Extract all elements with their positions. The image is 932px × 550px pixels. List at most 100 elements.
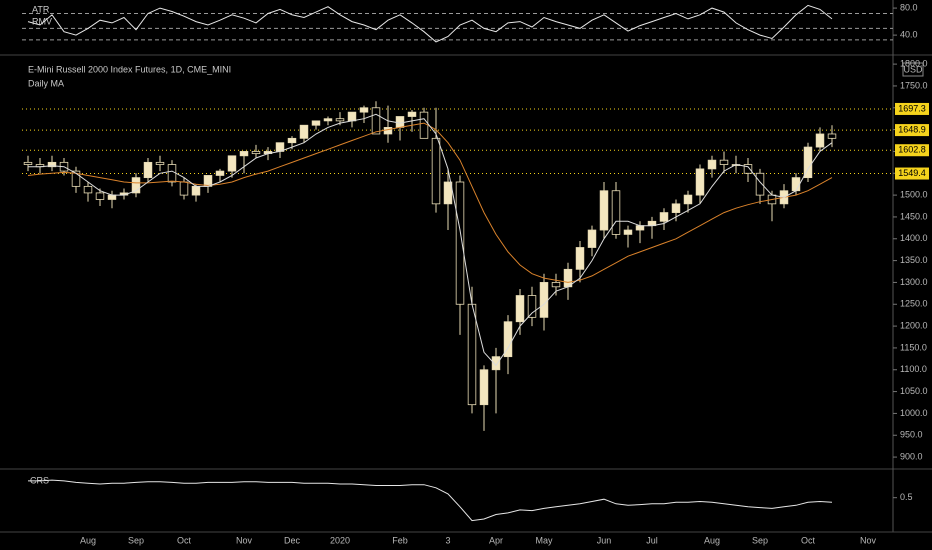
candle-body xyxy=(479,369,489,406)
y-tick-label: 1200.0 xyxy=(900,320,928,330)
x-tick-label: 3 xyxy=(445,535,450,545)
candle-body xyxy=(755,172,765,196)
candle-body xyxy=(155,161,165,165)
price-tag xyxy=(895,167,929,180)
candle-body xyxy=(239,151,249,157)
candle-body xyxy=(491,356,501,371)
candle-body xyxy=(23,161,33,165)
candle-body xyxy=(455,181,465,305)
candle-body xyxy=(659,212,669,222)
candle-body xyxy=(47,161,57,168)
x-tick-label: Dec xyxy=(284,535,301,545)
candle-body xyxy=(743,164,753,174)
price-tag xyxy=(895,144,929,157)
candle-body xyxy=(335,118,345,122)
candle-body xyxy=(383,127,393,135)
candle-body xyxy=(179,181,189,196)
y-tick-label: 1300.0 xyxy=(900,277,928,287)
x-tick-label: Jun xyxy=(597,535,612,545)
currency: USD xyxy=(903,64,923,74)
y-tick-label: 1400.0 xyxy=(900,233,928,243)
series-line xyxy=(28,113,833,367)
y-tick-label: 1450.0 xyxy=(900,211,928,221)
y-tick-label: 1100.0 xyxy=(900,364,927,374)
candle-body xyxy=(623,229,633,235)
x-tick-label: Jul xyxy=(646,535,658,545)
x-tick-label: Oct xyxy=(801,535,816,545)
indicator-title: ATR xyxy=(32,4,50,14)
price-tag-label: 1549.4 xyxy=(898,168,926,178)
y-tick-label: 900.0 xyxy=(900,451,923,461)
candle-body xyxy=(83,185,93,194)
candle-body xyxy=(107,194,117,200)
candle-body xyxy=(503,321,513,358)
y-tick-label: 1350.0 xyxy=(900,255,928,265)
candle-body xyxy=(791,177,801,192)
price-tag xyxy=(895,102,929,115)
y-tick-label: 1250.0 xyxy=(900,299,928,309)
candle-body xyxy=(443,181,453,205)
y-tick-label: 950.0 xyxy=(900,430,923,440)
candle-body xyxy=(611,190,621,235)
y-tick-label: 1000.0 xyxy=(900,408,928,418)
y-tick-label: 80.0 xyxy=(900,2,918,12)
candle-body xyxy=(563,268,573,288)
indicator-title: RMV xyxy=(32,16,52,26)
series-line xyxy=(27,4,833,43)
candle-body xyxy=(815,133,825,148)
candle-body xyxy=(827,133,837,139)
candle-body xyxy=(671,203,681,213)
candle-body xyxy=(539,282,549,318)
x-tick-label: Oct xyxy=(177,535,192,545)
x-tick-label: May xyxy=(535,535,553,545)
x-tick-label: Aug xyxy=(704,535,720,545)
price-tag xyxy=(895,124,929,137)
candle-body xyxy=(287,137,297,144)
candle-body xyxy=(515,295,525,323)
candle-body xyxy=(323,118,333,122)
candle-body xyxy=(719,159,729,165)
candle-body xyxy=(527,295,537,318)
candle-body xyxy=(599,190,609,231)
chart-subtitle: Daily MA xyxy=(28,78,64,88)
candle-body xyxy=(683,194,693,205)
candle-body xyxy=(407,111,417,117)
candle-body xyxy=(215,170,225,176)
candle-body xyxy=(311,120,321,126)
candle-body xyxy=(359,107,369,113)
y-tick-label: 0.5 xyxy=(900,492,913,502)
x-tick-label: Nov xyxy=(236,535,253,545)
candle-body xyxy=(803,146,813,179)
y-tick-label: 1500.0 xyxy=(900,189,928,199)
candle-body xyxy=(551,282,561,288)
indicator-title: CRS xyxy=(30,475,49,485)
x-tick-label: 2020 xyxy=(330,535,350,545)
candle-body xyxy=(347,111,357,122)
candle-body xyxy=(251,151,261,155)
candle-body xyxy=(695,168,705,196)
x-tick-label: Apr xyxy=(489,535,503,545)
x-tick-label: Sep xyxy=(128,535,144,545)
y-tick-label: 1050.0 xyxy=(900,386,928,396)
price-tag-label: 1648.9 xyxy=(898,124,926,134)
candle-body xyxy=(419,111,429,139)
y-tick-label: 1800.0 xyxy=(900,58,928,68)
candle-body xyxy=(467,303,477,406)
candle-body xyxy=(587,229,597,248)
candle-body xyxy=(95,192,105,200)
x-tick-label: Aug xyxy=(80,535,96,545)
candle-body xyxy=(143,161,153,179)
candle-body xyxy=(431,137,441,205)
series-line xyxy=(28,479,833,522)
y-tick-label: 1150.0 xyxy=(900,342,927,352)
candle-body xyxy=(191,185,201,196)
chart-title: E-Mini Russell 2000 Index Futures, 1D, C… xyxy=(28,64,231,74)
candle-body xyxy=(575,247,585,270)
candle-body xyxy=(707,159,717,170)
candle-body xyxy=(167,164,177,183)
candle-body xyxy=(371,107,381,135)
x-tick-label: Nov xyxy=(860,535,877,545)
series-line xyxy=(27,122,833,283)
price-tag-label: 1697.3 xyxy=(898,103,926,113)
